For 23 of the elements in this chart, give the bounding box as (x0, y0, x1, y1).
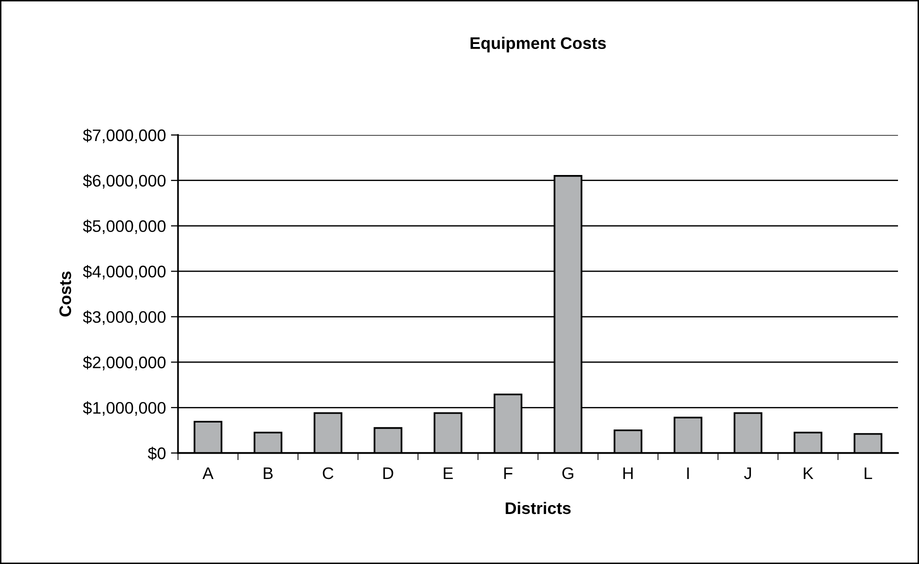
x-tick-label: H (623, 468, 633, 479)
y-tick-label: $1,000,000 (82, 401, 166, 416)
x-tick-label: L (864, 468, 872, 479)
x-tick-label: F (504, 468, 512, 479)
x-tick-label: K (804, 468, 814, 479)
y-tick-label: $4,000,000 (82, 264, 166, 280)
x-tick-label: E (444, 468, 453, 479)
x-tick-label: A (202, 468, 214, 479)
x-tick-label: I (687, 468, 689, 479)
x-tick-label: J (744, 468, 751, 480)
x-tick-label: B (264, 468, 273, 479)
x-axis-title: Districts (506, 502, 571, 514)
y-tick-label: $7,000,000 (82, 128, 166, 144)
y-axis-title: Costs (59, 272, 72, 316)
y-tick-label: $0 (148, 446, 166, 460)
y-tick-label: $6,000,000 (82, 174, 166, 189)
x-tick-label: D (383, 468, 394, 479)
x-tick-label: G (562, 467, 574, 480)
y-tick-label: $2,000,000 (82, 356, 166, 370)
y-tick-label: $5,000,000 (82, 220, 166, 234)
y-tick-label: $3,000,000 (82, 310, 166, 325)
x-tick-label: C (322, 467, 334, 480)
chart-title: Equipment Costs (470, 36, 606, 52)
